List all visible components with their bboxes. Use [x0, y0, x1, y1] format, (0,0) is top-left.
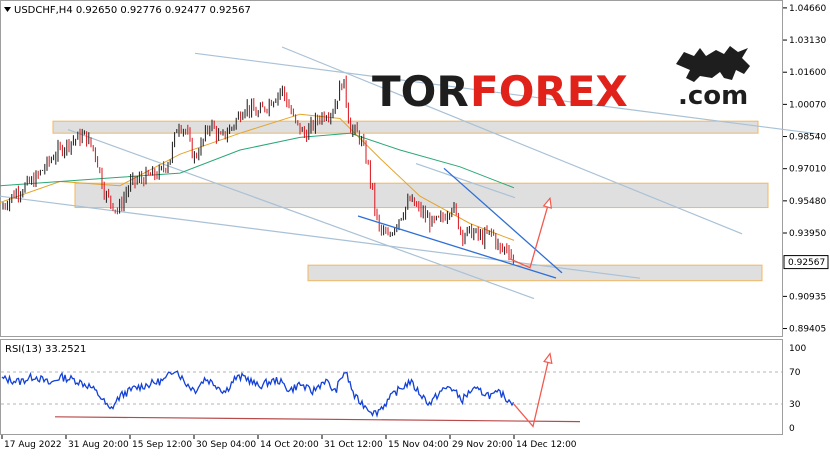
- logo-text-com: .com: [678, 81, 748, 111]
- time-tick-label: 15 Nov 04:00: [388, 440, 449, 450]
- trend-line-3: [0, 195, 641, 279]
- trend-line-4: [67, 129, 535, 300]
- price-tick-label: 0.93950: [789, 229, 826, 239]
- price-tick-label: 0.89405: [789, 325, 826, 335]
- rsi-support-line: [54, 416, 581, 423]
- wedge-line-2: [357, 215, 557, 279]
- time-tick-label: 29 Nov 20:00: [452, 440, 513, 450]
- rsi-plot-frame: [0, 339, 783, 435]
- forecast-arrow-rsi: [512, 353, 551, 428]
- current-price-label: 0.92567: [788, 258, 825, 268]
- rsi-level-label: 30: [789, 400, 801, 410]
- time-tick-label: 14 Dec 12:00: [516, 440, 577, 450]
- bull-icon: [676, 46, 750, 82]
- price-tick-label: 1.03130: [789, 36, 826, 46]
- trend-line-5: [415, 163, 516, 199]
- symbol-ohlc-line: USDCHF,H4 0.92650 0.92776 0.92477 0.9256…: [14, 5, 251, 16]
- torforex-logo: TOR FOREX .com: [372, 46, 750, 116]
- rsi-line: [1, 370, 515, 418]
- time-tick-label: 14 Oct 20:00: [260, 440, 319, 450]
- moving-average-1: [0, 113, 515, 241]
- time-tick-label: 30 Sep 04:00: [196, 440, 256, 450]
- rsi-polyline: [1, 370, 515, 418]
- sr-zone-1: [52, 120, 759, 134]
- chart-header: USDCHF,H4 0.92650 0.92776 0.92477 0.9256…: [4, 5, 251, 16]
- time-tick-label: 15 Sep 12:00: [132, 440, 192, 450]
- price-tick-label: 0.98540: [789, 133, 826, 143]
- rsi-forecast-arrow: [512, 352, 553, 428]
- triangle-down-icon[interactable]: [4, 7, 11, 12]
- moving-average-2: [0, 132, 515, 189]
- forecast-arrow-rsi-head: [543, 352, 553, 365]
- rsi-level-label: 100: [789, 344, 806, 354]
- price-tick-label: 0.95480: [789, 197, 826, 207]
- candlestick-series: [2, 75, 514, 265]
- forecast-arrow: [509, 196, 553, 269]
- trend-line-1: [194, 52, 821, 135]
- price-tick-label: 0.90935: [789, 292, 826, 302]
- trend-line-2: [281, 46, 743, 235]
- forecast-arrow-main: [509, 198, 551, 269]
- rsi-level-label: 0: [789, 424, 795, 434]
- trend-lines: [0, 46, 821, 300]
- price-axis: 1.04660 1.03130 1.01600 1.00070 0.98540 0.970…: [783, 4, 826, 335]
- forecast-arrow-main-head: [542, 196, 553, 209]
- price-tick-label: 1.01600: [789, 68, 826, 78]
- time-tick-label: 17 Aug 2022: [4, 440, 62, 450]
- moving-averages: [0, 113, 515, 241]
- rsi-support-polyline: [54, 416, 581, 423]
- sr-zone-3: [307, 264, 763, 282]
- time-tick-label: 31 Aug 20:00: [68, 440, 129, 450]
- price-tick-label: 0.97010: [789, 165, 826, 175]
- price-tick-label: 1.04660: [789, 4, 826, 14]
- logo-text-forex: FOREX: [470, 67, 628, 116]
- logo-text-tor: TOR: [372, 67, 469, 116]
- main-plot-frame: [0, 0, 783, 337]
- rsi-level-label: 70: [789, 368, 801, 378]
- falling-wedge: [357, 167, 563, 279]
- wedge-line-1: [443, 167, 563, 274]
- rsi-label: RSI(13) 33.2521: [5, 344, 86, 355]
- price-tick-label: 1.00070: [789, 100, 826, 110]
- time-tick-label: 31 Oct 12:00: [324, 440, 383, 450]
- rsi-levels: 100 70 30 0: [1, 344, 806, 434]
- time-axis: 17 Aug 2022 31 Aug 20:00 15 Sep 12:00 30 Se…: [1, 435, 577, 450]
- current-price-badge: 0.92567: [783, 255, 829, 270]
